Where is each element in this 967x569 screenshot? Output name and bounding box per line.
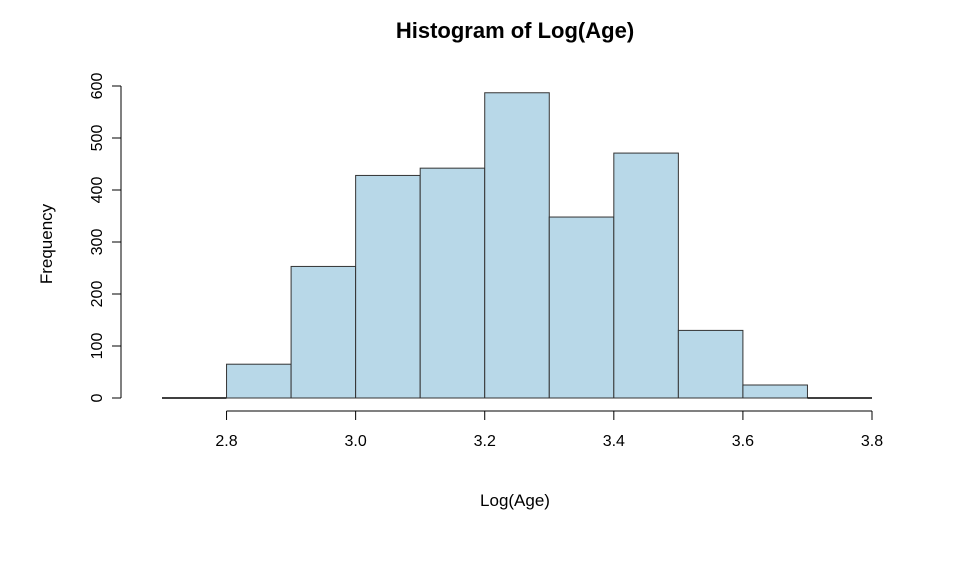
- histogram-bar: [226, 363, 292, 399]
- histogram-bar: [290, 265, 357, 399]
- histogram-bar: [742, 384, 808, 399]
- histogram-bar: [613, 152, 679, 399]
- chart-title: Histogram of Log(Age): [396, 18, 634, 43]
- x-axis: 2.8 3.0 3.2 3.4 3.6 3.8: [215, 410, 883, 450]
- x-axis-label: Log(Age): [480, 491, 550, 510]
- histogram-bar: [484, 92, 550, 399]
- x-tick-label: 3.2: [474, 433, 496, 450]
- y-tick-label: 400: [89, 177, 106, 204]
- histogram-bar: [355, 174, 421, 399]
- bars-group: [162, 92, 872, 399]
- y-tick-label: 100: [89, 333, 106, 360]
- x-tick-label: 3.6: [732, 433, 754, 450]
- x-tick-label: 2.8: [215, 433, 237, 450]
- y-tick-label: 300: [89, 229, 106, 256]
- y-tick-label: 0: [89, 393, 106, 402]
- y-axis-label: Frequency: [37, 203, 56, 284]
- y-tick-label: 500: [89, 125, 106, 152]
- y-axis: 0 100 200 300 400 500 600: [89, 73, 122, 402]
- x-tick-label: 3.0: [345, 433, 367, 450]
- x-tick-label: 3.8: [861, 433, 883, 450]
- histogram-bar: [548, 216, 615, 399]
- x-tick-label: 3.4: [603, 433, 625, 450]
- histogram-bar: [419, 167, 486, 399]
- y-tick-label: 200: [89, 281, 106, 308]
- y-tick-label: 600: [89, 73, 106, 100]
- histogram-bar: [677, 329, 744, 399]
